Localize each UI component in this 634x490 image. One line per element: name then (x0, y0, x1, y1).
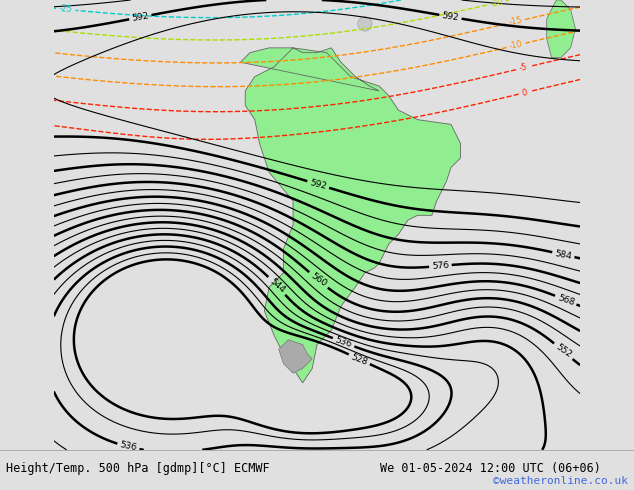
Circle shape (358, 17, 372, 31)
Text: 544: 544 (268, 277, 286, 294)
Polygon shape (547, 0, 576, 57)
Text: -20: -20 (489, 0, 504, 8)
Text: 592: 592 (441, 11, 460, 23)
Text: 552: 552 (553, 343, 573, 360)
Text: -5: -5 (519, 63, 528, 73)
Text: ©weatheronline.co.uk: ©weatheronline.co.uk (493, 476, 628, 486)
Text: 0: 0 (521, 88, 528, 98)
Text: 592: 592 (131, 11, 150, 23)
Text: 576: 576 (432, 261, 450, 271)
Text: Height/Temp. 500 hPa [gdmp][°C] ECMWF: Height/Temp. 500 hPa [gdmp][°C] ECMWF (6, 462, 270, 475)
Polygon shape (279, 340, 312, 373)
Polygon shape (240, 48, 460, 383)
Text: 536: 536 (119, 441, 138, 453)
Text: We 01-05-2024 12:00 UTC (06+06): We 01-05-2024 12:00 UTC (06+06) (380, 462, 601, 475)
Text: 560: 560 (309, 271, 328, 289)
Text: -15: -15 (508, 16, 523, 27)
Text: 592: 592 (309, 178, 328, 191)
Text: 584: 584 (554, 248, 573, 261)
Text: -25: -25 (59, 4, 73, 14)
Text: 536: 536 (334, 335, 353, 349)
Text: 568: 568 (556, 293, 576, 307)
Text: -10: -10 (508, 40, 524, 51)
Text: 528: 528 (350, 352, 369, 367)
